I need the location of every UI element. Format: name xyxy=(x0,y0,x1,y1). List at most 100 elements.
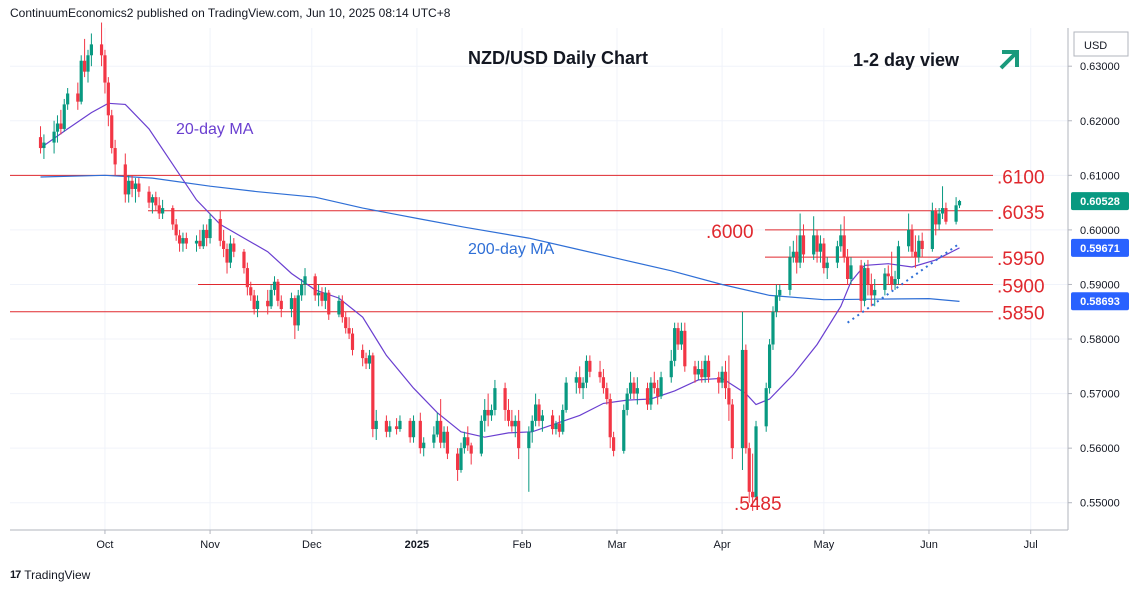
candle xyxy=(79,55,83,105)
candle xyxy=(177,229,182,252)
y-tick-label: 0.55000 xyxy=(1080,498,1120,510)
candle xyxy=(327,289,331,320)
candle-body xyxy=(940,208,945,214)
candle-body xyxy=(510,420,514,427)
candle-body xyxy=(883,273,887,290)
candle xyxy=(493,379,497,416)
candle xyxy=(937,208,941,230)
candle xyxy=(242,248,246,274)
y-tick-label: 0.61000 xyxy=(1080,170,1120,182)
candle xyxy=(52,120,56,154)
level-label: .6035 xyxy=(997,203,1045,224)
candle-body xyxy=(937,213,941,225)
candle-body xyxy=(445,431,450,454)
candle-body xyxy=(890,276,894,285)
candle xyxy=(510,409,514,432)
tradingview-footer[interactable]: 17 TradingView xyxy=(10,568,90,582)
candle-body xyxy=(706,360,711,378)
candle xyxy=(717,371,721,394)
candle-body xyxy=(822,243,826,269)
candle xyxy=(398,415,402,432)
candle-body xyxy=(934,210,938,225)
candle-body xyxy=(893,279,897,285)
candle xyxy=(659,371,663,400)
candle-body xyxy=(866,268,870,285)
candle-body xyxy=(720,371,724,383)
candle-body xyxy=(588,360,592,372)
y-tick-label: 0.58000 xyxy=(1080,334,1120,346)
candle-body xyxy=(669,360,673,378)
candle-body xyxy=(679,330,684,345)
candle-body xyxy=(605,388,609,400)
candle-body xyxy=(649,382,653,405)
y-tick-label: 0.56000 xyxy=(1080,443,1120,455)
price-badge-bg xyxy=(1071,292,1129,311)
candle xyxy=(194,235,199,252)
candle xyxy=(388,420,392,438)
candle-body xyxy=(374,420,378,430)
candle xyxy=(503,382,507,421)
level-label: .6100 xyxy=(997,167,1045,188)
candle xyxy=(439,399,443,449)
candle-body xyxy=(727,388,731,405)
candle-body xyxy=(489,409,494,416)
candle xyxy=(862,262,867,307)
candle xyxy=(550,409,555,435)
candle xyxy=(917,235,921,263)
candle-body xyxy=(323,292,327,301)
candle xyxy=(157,197,161,219)
candle xyxy=(605,382,609,405)
candle-body xyxy=(245,268,249,288)
candle xyxy=(754,420,758,500)
candle-body xyxy=(527,431,531,449)
candle-body xyxy=(232,243,236,252)
x-tick-label: 2025 xyxy=(405,539,429,551)
candle-body xyxy=(506,409,511,421)
candle-body xyxy=(42,142,46,149)
candle-body xyxy=(652,382,656,389)
candle xyxy=(296,289,300,331)
candle-body xyxy=(849,265,853,279)
candle-body xyxy=(442,431,446,443)
candle-body xyxy=(86,55,90,72)
candle xyxy=(957,199,962,209)
candle-body xyxy=(154,197,158,206)
candle-body xyxy=(740,349,745,449)
candle-body xyxy=(99,44,104,56)
candle xyxy=(676,322,680,350)
candle-body xyxy=(628,382,633,394)
candle-body xyxy=(313,276,317,296)
candle-body xyxy=(133,183,138,189)
ma20-label: 20-day MA xyxy=(176,121,254,138)
price-badge-label: 0.60528 xyxy=(1080,196,1120,208)
candle xyxy=(771,306,775,350)
candle xyxy=(628,371,633,400)
candle-body xyxy=(160,208,165,214)
candle-body xyxy=(127,180,131,195)
candle xyxy=(801,224,806,263)
candle-body xyxy=(296,295,300,326)
candle xyxy=(279,295,283,318)
price-badge-bg xyxy=(1071,192,1129,211)
chart-grid xyxy=(10,28,1068,530)
candle xyxy=(62,98,66,132)
candle xyxy=(612,431,616,457)
candle xyxy=(818,235,823,263)
candle xyxy=(798,213,802,269)
candle xyxy=(625,388,629,416)
candle-body xyxy=(598,371,602,378)
candle-body xyxy=(815,235,819,252)
candle-body xyxy=(79,60,83,102)
candle-body xyxy=(791,251,795,258)
candle xyxy=(706,355,711,383)
candle-body xyxy=(316,292,321,296)
price-badge: 0.60528 xyxy=(1071,192,1129,211)
candle xyxy=(300,279,304,301)
tradingview-brand: TradingView xyxy=(24,568,91,582)
candle xyxy=(601,369,606,394)
candle xyxy=(588,355,592,378)
candle xyxy=(350,328,355,356)
candle-body xyxy=(113,148,117,165)
candle-body xyxy=(150,197,155,203)
